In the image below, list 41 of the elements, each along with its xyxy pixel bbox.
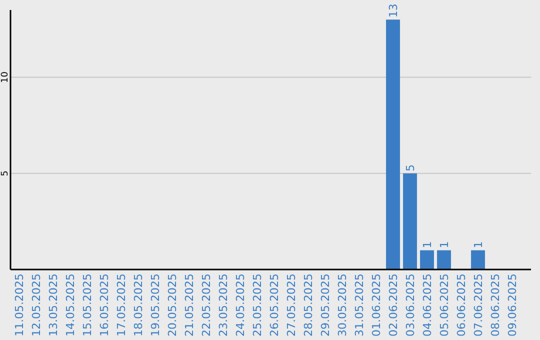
x-tick-label: 12.05.2025	[30, 274, 43, 336]
bar	[403, 173, 417, 270]
x-tick-label: 26.05.2025	[268, 274, 281, 336]
x-tick-label: 31.05.2025	[353, 274, 366, 336]
x-tick-label: 15.05.2025	[81, 274, 94, 336]
bar	[386, 20, 400, 270]
x-tick-label: 01.06.2025	[370, 274, 383, 336]
data-label: 1	[472, 241, 485, 248]
bar	[420, 250, 434, 270]
data-label: 5	[404, 164, 417, 172]
x-tick-label: 07.06.2025	[472, 274, 485, 336]
x-tick-label: 05.06.2025	[438, 274, 451, 336]
bar	[437, 250, 451, 270]
data-label: 13	[387, 4, 400, 18]
x-tick-label: 21.05.2025	[183, 274, 196, 336]
x-tick-label: 22.05.2025	[200, 274, 213, 336]
x-tick-label: 08.06.2025	[489, 274, 502, 336]
x-tick-label: 06.06.2025	[455, 274, 468, 336]
x-tick-label: 29.05.2025	[319, 274, 332, 336]
x-tick-label: 11.05.2025	[13, 274, 26, 336]
bar	[471, 250, 485, 270]
data-label: 1	[421, 241, 434, 248]
x-tick-label: 09.06.2025	[506, 274, 519, 336]
x-tick-label: 30.05.2025	[336, 274, 349, 336]
x-tick-label: 25.05.2025	[251, 274, 264, 336]
x-tick-label: 17.05.2025	[115, 274, 128, 336]
x-tick-label: 02.06.2025	[387, 274, 400, 336]
x-tick-label: 03.06.2025	[404, 274, 417, 336]
x-tick-label: 20.05.2025	[166, 274, 179, 336]
y-tick-label: 10	[0, 71, 10, 84]
x-tick-label: 28.05.2025	[302, 274, 315, 336]
data-label: 1	[438, 241, 451, 248]
x-tick-label: 18.05.2025	[132, 274, 145, 336]
x-tick-label: 14.05.2025	[64, 274, 77, 336]
x-tick-label: 24.05.2025	[234, 274, 247, 336]
x-tick-label: 27.05.2025	[285, 274, 298, 336]
x-tick-label: 04.06.2025	[421, 274, 434, 336]
x-tick-label: 19.05.2025	[149, 274, 162, 336]
x-tick-label: 23.05.2025	[217, 274, 230, 336]
x-tick-label: 16.05.2025	[98, 274, 111, 336]
x-tick-label: 13.05.2025	[47, 274, 60, 336]
